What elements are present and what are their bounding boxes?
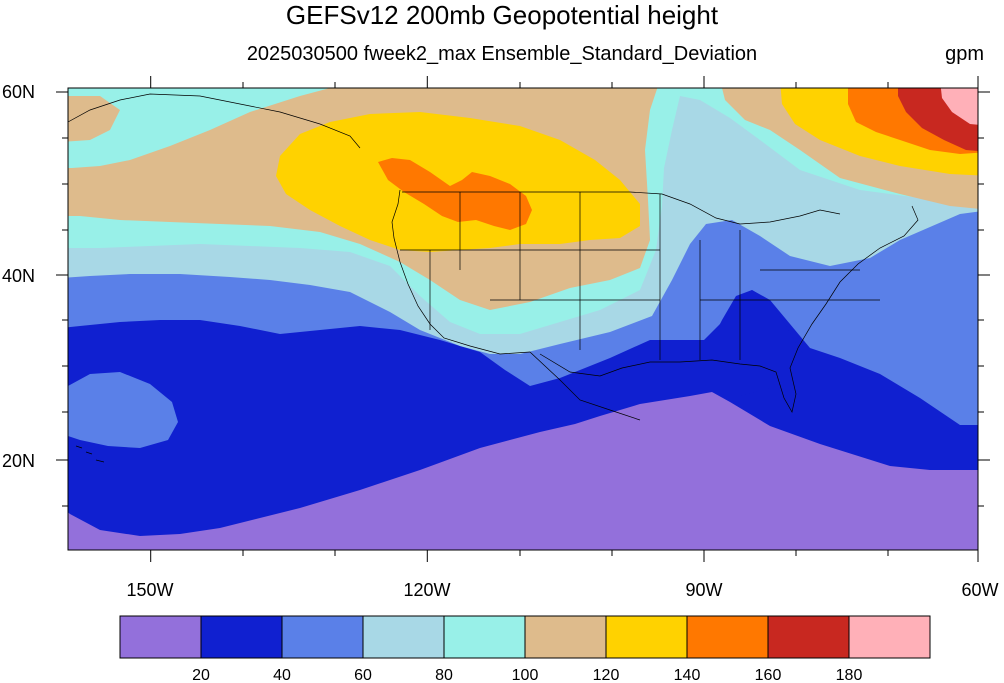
lon-label-120w: 120W [403,580,450,600]
colorbar-swatch [362,615,445,659]
colorbar-swatch [524,615,607,659]
colorbar-swatch [443,615,526,659]
contour-fill-40-60-hawaii [68,372,178,448]
alaska-canada-coast [68,93,361,149]
colorbar-swatch [200,615,283,659]
colorbar-label: 160 [755,667,782,683]
us-west-coast [391,189,531,355]
mexico-outline [529,351,641,421]
coastlines-and-borders [68,93,919,463]
contour-fill-100-120-west [68,96,120,142]
contour-fill-180-plus-ne [940,88,978,125]
colorbar-label: 180 [836,667,863,683]
map-title: GEFSv12 200mb Geopotential height [285,0,719,30]
lon-label-90w: 90W [685,580,722,600]
lon-label-150w: 150W [126,580,173,600]
lat-label-20n: 20N [2,451,35,471]
colorbar-label: 80 [435,667,453,683]
colorbar: 20 40 60 80 100 120 140 160 180 [119,615,931,683]
lat-label-40n: 40N [2,266,35,286]
hawaii-islands [75,445,105,463]
colorbar-swatch [848,615,931,659]
state-lines [400,192,880,360]
colorbar-label: 40 [273,667,291,683]
contour-fill-80-100-west [68,88,330,168]
colorbar-swatch [281,615,364,659]
plot-frame [67,87,979,551]
contour-fill-20-40-se [712,290,820,396]
colorbar-label: 140 [674,667,701,683]
units-label: gpm [945,43,984,65]
colorbar-label: 100 [512,667,539,683]
colorbar-label: 60 [354,667,372,683]
map-subtitle: 2025030500 fweek2_max Ensemble_Standard_… [246,43,758,65]
colorbar-swatch [686,615,769,659]
axis-ticks [56,76,990,562]
filled-contours [68,88,978,550]
colorbar-label: 120 [593,667,620,683]
colorbar-label: 20 [192,667,210,683]
colorbar-swatch [119,615,202,659]
colorbar-swatch [605,615,688,659]
colorbar-swatch [767,615,850,659]
lon-label-60w: 60W [961,580,998,600]
contour-fill-140-160-central [378,158,532,230]
lat-label-60n: 60N [2,82,35,102]
gulf-coast [539,205,919,413]
